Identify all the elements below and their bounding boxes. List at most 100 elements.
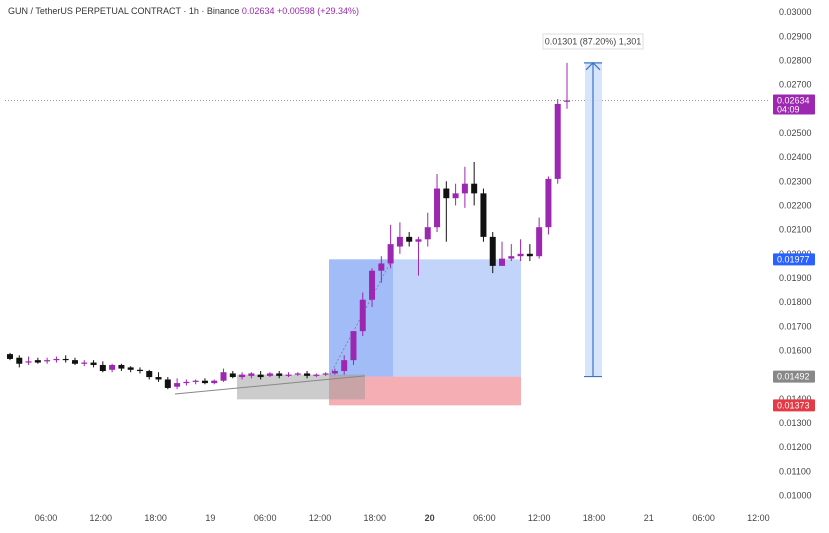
price-tag: 0.01373 xyxy=(773,399,815,412)
candle-body xyxy=(71,360,78,364)
y-tick-label: 0.01800 xyxy=(779,297,812,307)
candle-body xyxy=(90,362,97,365)
y-tick-label: 0.01700 xyxy=(779,321,812,331)
candle-body xyxy=(322,373,329,375)
candle-body xyxy=(201,380,208,384)
x-tick-label: 12:00 xyxy=(90,513,113,523)
trend-line xyxy=(174,375,366,395)
measure-tool[interactable]: 0.01301 (87.20%) 1,301 xyxy=(542,33,644,378)
candle-body xyxy=(211,380,218,384)
y-tick-label: 0.01900 xyxy=(779,273,812,283)
y-tick-label: 0.02900 xyxy=(779,31,812,41)
y-tick-label: 0.02200 xyxy=(779,200,812,210)
candle-body xyxy=(220,372,227,381)
candle-body xyxy=(146,371,153,378)
price-tag: 0.01977 xyxy=(773,253,815,266)
candle-body xyxy=(480,193,487,237)
position-zones xyxy=(5,100,768,406)
candle-body xyxy=(554,103,561,179)
x-tick-label: 18:00 xyxy=(144,513,167,523)
price-tag-box xyxy=(773,370,815,383)
candle-body xyxy=(536,227,543,257)
x-tick-label: 18:00 xyxy=(583,513,606,523)
price-tag: 0.01492 xyxy=(773,370,815,383)
candle-body xyxy=(489,236,496,266)
candle-body xyxy=(499,258,506,266)
x-tick-label: 06:00 xyxy=(254,513,277,523)
price-tag-box xyxy=(773,94,815,115)
x-tick-label: 19 xyxy=(205,513,215,523)
candle-body xyxy=(44,360,51,362)
y-tick-label: 0.02400 xyxy=(779,152,812,162)
y-axis[interactable]: 0.030000.029000.028000.027000.026000.025… xyxy=(779,7,812,500)
candle-body xyxy=(517,253,524,257)
y-tick-label: 0.01600 xyxy=(779,345,812,355)
x-tick-label: 18:00 xyxy=(364,513,387,523)
x-tick-label: 12:00 xyxy=(747,513,770,523)
candle-body xyxy=(406,236,413,242)
candle-body xyxy=(99,364,106,372)
candle-body xyxy=(424,227,431,240)
candle-body xyxy=(34,360,41,363)
y-tick-label: 0.01200 xyxy=(779,442,812,452)
candle-body xyxy=(350,331,357,361)
measure-label-box xyxy=(542,33,644,50)
candle-body xyxy=(109,364,116,370)
candle-body xyxy=(285,374,292,376)
y-tick-label: 0.01100 xyxy=(779,466,811,476)
candle-body xyxy=(331,371,338,374)
range-zone xyxy=(237,374,365,400)
candle-body xyxy=(387,244,394,264)
y-tick-label: 0.02300 xyxy=(779,176,812,186)
candle-body xyxy=(62,358,69,361)
candle-body xyxy=(341,360,348,372)
last-price: 0.02634 xyxy=(241,6,275,16)
candle-body xyxy=(183,381,190,384)
candle-body xyxy=(564,100,570,102)
candle-body xyxy=(192,380,199,382)
price-tag-box xyxy=(773,399,815,412)
chart-header: GUN / TetherUS PERPETUAL CONTRACT · 1h ·… xyxy=(8,6,359,16)
candle-body xyxy=(526,253,533,257)
candle-body xyxy=(443,188,450,199)
candle-body xyxy=(164,379,171,388)
candle-body xyxy=(415,239,422,242)
price-change: +0.00598 (+29.34%) xyxy=(276,6,360,16)
y-tick-label: 0.02800 xyxy=(779,55,812,65)
price-tag-value: 0.01492 xyxy=(777,372,810,382)
candle-body xyxy=(545,178,552,228)
x-tick-label: 06:00 xyxy=(692,513,715,523)
price-tag-value: 0.01373 xyxy=(777,400,810,410)
price-tag-value: 0.01977 xyxy=(777,254,810,264)
projection-line xyxy=(329,263,391,375)
candle-body xyxy=(434,188,441,228)
x-tick-label: 06:00 xyxy=(35,513,58,523)
candle-body xyxy=(313,374,320,376)
candle-body xyxy=(359,299,366,332)
symbol-label: GUN / TetherUS PERPETUAL CONTRACT · 1h ·… xyxy=(8,6,240,16)
candle-body xyxy=(257,374,264,378)
y-tick-label: 0.01400 xyxy=(779,394,812,404)
y-tick-label: 0.02500 xyxy=(779,128,812,138)
candle-body xyxy=(461,183,468,194)
candle-body xyxy=(378,263,385,271)
candle-body xyxy=(7,354,13,359)
candle-body xyxy=(25,361,32,363)
candle-body xyxy=(239,374,246,378)
y-tick-label: 0.01300 xyxy=(779,418,812,428)
candle-body xyxy=(248,373,255,376)
candle-body xyxy=(174,383,181,387)
y-tick-label: 0.01000 xyxy=(779,490,812,500)
y-tick-label: 0.02100 xyxy=(779,225,812,235)
candle-body xyxy=(118,364,125,369)
x-axis[interactable]: 06:00 12:00 18:00 19 06:00 12:00 18:00 20 06:00 1… xyxy=(35,513,770,523)
x-tick-label: 21 xyxy=(644,513,654,523)
candle-body xyxy=(229,373,236,378)
candle-body xyxy=(452,193,459,199)
candle-body xyxy=(16,357,23,364)
price-tag-value: 0.02634 xyxy=(777,96,810,106)
measure-label: 0.01301 (87.20%) 1,301 xyxy=(545,37,642,47)
